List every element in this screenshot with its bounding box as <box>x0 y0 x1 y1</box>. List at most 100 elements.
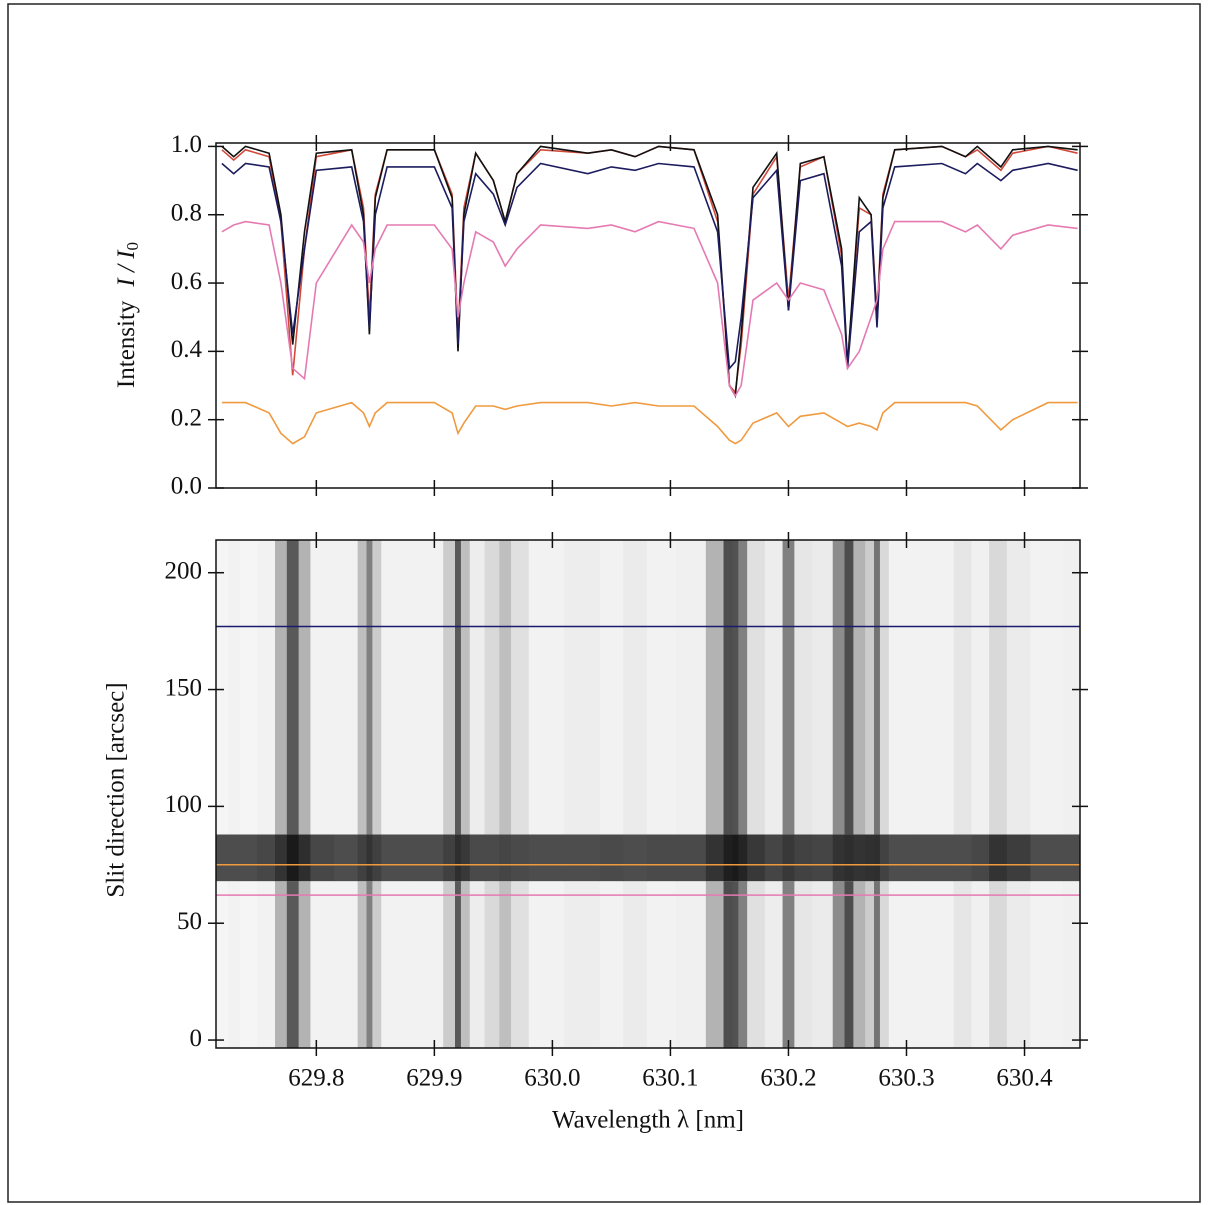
image-cell <box>646 540 677 835</box>
image-cell <box>1062 881 1080 1048</box>
image-cell <box>676 834 707 882</box>
y-tick-label: 0 <box>190 1025 203 1052</box>
image-cell <box>865 834 875 882</box>
image-cell <box>484 881 500 1048</box>
image-cell <box>646 834 677 882</box>
y-tick-label: 1.0 <box>171 131 202 158</box>
image-cell <box>747 834 766 882</box>
image-cell <box>499 881 512 1048</box>
image-cell <box>623 834 648 882</box>
image-cell <box>381 834 412 882</box>
image-cell <box>372 540 382 835</box>
image-cell <box>738 881 748 1048</box>
image-cell <box>298 540 311 835</box>
image-cell <box>782 881 795 1048</box>
image-cell <box>310 540 335 835</box>
image-cell <box>705 881 725 1048</box>
image-cell <box>484 540 500 835</box>
image-cell <box>366 834 373 882</box>
image-cell <box>971 881 990 1048</box>
image-cell <box>372 834 382 882</box>
image-cell <box>460 834 471 882</box>
image-cell <box>357 881 367 1048</box>
image-cell <box>738 834 748 882</box>
image-cell <box>832 834 846 882</box>
y-label-text: Intensity <box>113 300 140 388</box>
image-cell <box>469 540 486 835</box>
image-cell <box>732 540 739 835</box>
image-cell <box>257 834 276 882</box>
image-cell <box>953 881 972 1048</box>
image-cell <box>1006 881 1031 1048</box>
image-cell <box>738 540 748 835</box>
image-cell <box>499 540 512 835</box>
image-cell <box>564 540 601 835</box>
image-cell <box>216 881 229 1048</box>
x-tick-label: 630.3 <box>878 1065 934 1092</box>
image-cell <box>564 881 601 1048</box>
image-cell <box>989 881 1008 1048</box>
image-cell <box>747 881 766 1048</box>
image-cell <box>357 834 367 882</box>
image-cell <box>275 881 288 1048</box>
image-cell <box>227 540 241 835</box>
image-cell <box>1062 834 1080 882</box>
image-cell <box>599 834 624 882</box>
image-cell <box>888 834 919 882</box>
image-cell <box>455 540 462 835</box>
y-tick-label: 0.2 <box>171 404 202 431</box>
image-cell <box>469 834 486 882</box>
image-cell <box>732 881 739 1048</box>
image-cell <box>443 881 456 1048</box>
x-tick-label: 629.9 <box>406 1065 462 1092</box>
image-cell <box>865 540 875 835</box>
y-label-symbol: I / I <box>113 249 140 288</box>
image-cell <box>705 540 725 835</box>
image-cell <box>511 540 530 835</box>
image-cell <box>918 834 955 882</box>
spectrum-line <box>221 401 1078 445</box>
image-cell <box>782 834 795 882</box>
image-cell <box>381 881 412 1048</box>
y-label-subscript: 0 <box>123 242 142 251</box>
image-cell <box>1062 540 1080 835</box>
image-cell <box>623 540 648 835</box>
image-cell <box>257 881 276 1048</box>
image-cell <box>1030 834 1064 882</box>
y-tick-label: 0.8 <box>171 199 202 226</box>
image-cell <box>216 540 229 835</box>
image-cell <box>1006 834 1031 882</box>
image-cell <box>564 834 601 882</box>
image-cell <box>334 881 359 1048</box>
image-cell <box>879 540 890 835</box>
image-cell <box>874 540 881 835</box>
image-cell <box>275 834 288 882</box>
image-cell <box>918 881 955 1048</box>
image-cell <box>528 540 565 835</box>
image-cell <box>874 834 881 882</box>
y-tick-label: 0.0 <box>171 473 202 500</box>
image-cell <box>599 540 624 835</box>
image-cell <box>528 881 565 1048</box>
image-cell <box>275 540 288 835</box>
image-cell <box>216 834 229 882</box>
image-cell <box>832 881 846 1048</box>
image-cell <box>723 834 733 882</box>
image-cell <box>499 834 512 882</box>
image-cell <box>298 834 311 882</box>
image-cell <box>732 834 739 882</box>
image-cell <box>953 540 972 835</box>
image-cell <box>865 881 875 1048</box>
image-cell <box>357 540 367 835</box>
image-cell <box>888 881 919 1048</box>
spectrum-line <box>221 220 1078 398</box>
image-cell <box>794 834 813 882</box>
image-cell <box>918 540 955 835</box>
y-tick-label: 50 <box>177 908 202 935</box>
image-cell <box>455 834 462 882</box>
image-cell <box>853 881 866 1048</box>
image-cell <box>971 540 990 835</box>
image-cell <box>794 540 813 835</box>
image-cell <box>953 834 972 882</box>
